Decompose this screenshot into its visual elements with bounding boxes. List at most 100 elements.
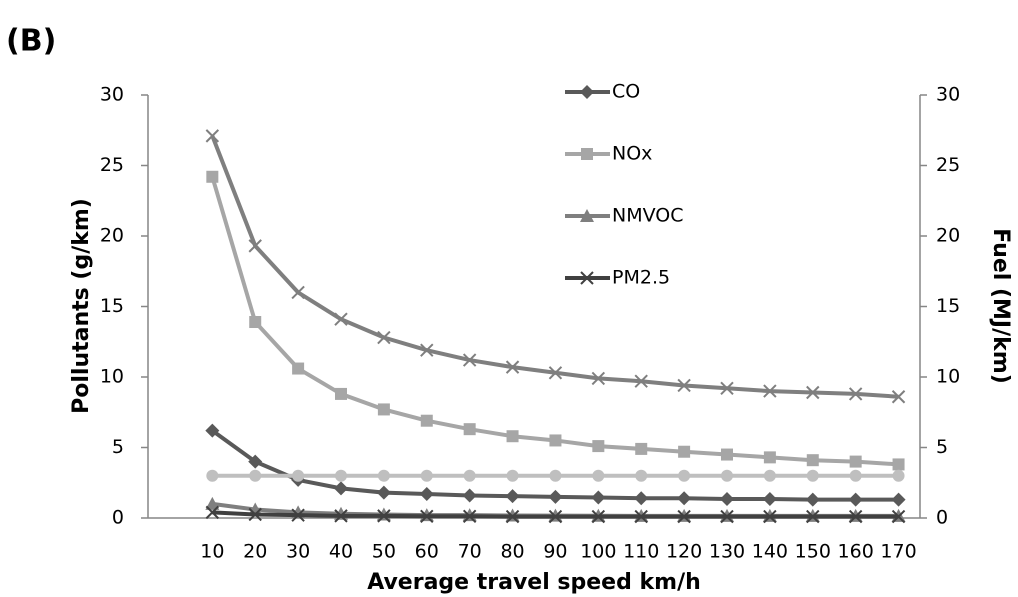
data-point <box>462 488 477 503</box>
x-tick-label: 130 <box>709 541 745 563</box>
data-point <box>848 492 863 507</box>
data-point <box>205 505 220 520</box>
y-tick-label: 5 <box>112 436 124 458</box>
y-tick-label: 30 <box>100 84 124 106</box>
data-point <box>634 374 648 388</box>
data-point <box>763 384 777 398</box>
data-point <box>205 423 220 438</box>
data-point <box>420 509 434 524</box>
data-point <box>334 481 348 496</box>
data-point <box>248 507 262 522</box>
data-point <box>848 509 863 524</box>
data-point <box>763 509 777 524</box>
x-tick-label: 10 <box>200 541 224 563</box>
data-point <box>291 508 305 522</box>
y-tick-label: 15 <box>100 295 124 317</box>
series-line <box>210 135 899 399</box>
data-point <box>420 469 433 482</box>
data-point <box>635 469 648 482</box>
data-point <box>420 414 433 427</box>
data-point <box>891 390 906 404</box>
data-point <box>505 360 520 374</box>
data-point <box>805 492 820 507</box>
x-tick-label: 160 <box>838 541 874 563</box>
data-point <box>548 489 563 504</box>
data-point <box>806 454 819 467</box>
data-point <box>720 381 734 395</box>
data-point <box>505 489 520 504</box>
data-point <box>335 469 347 482</box>
data-point <box>291 285 305 300</box>
data-point <box>806 385 820 400</box>
x-tick-label: 70 <box>458 541 482 563</box>
data-point <box>763 469 776 482</box>
data-point <box>206 170 219 183</box>
x-tick-label: 140 <box>752 541 788 563</box>
series-line <box>210 176 899 467</box>
data-point <box>548 509 563 524</box>
x-tick-label: 90 <box>543 541 567 563</box>
data-point <box>206 469 219 482</box>
x-tick-label: 120 <box>666 541 702 563</box>
y2-tick-label: 20 <box>936 225 960 247</box>
y2-tick-label: 25 <box>936 154 960 176</box>
legend-marker <box>581 148 593 160</box>
data-point <box>677 509 691 524</box>
data-point <box>506 430 519 443</box>
data-point <box>334 312 348 326</box>
y-tick-label: 0 <box>112 507 124 529</box>
data-point <box>248 239 262 253</box>
y2-tick-label: 30 <box>936 84 960 106</box>
x-tick-label: 50 <box>372 541 396 563</box>
data-point <box>892 458 905 471</box>
y2-tick-label: 5 <box>936 436 948 458</box>
y2-tick-label: 10 <box>936 366 960 388</box>
data-point <box>462 353 477 367</box>
legend-marker <box>580 271 594 285</box>
data-point <box>677 378 691 393</box>
data-point <box>634 509 648 524</box>
data-point <box>721 469 733 482</box>
data-point <box>377 330 391 345</box>
x-axis-title: Average travel speed km/h <box>367 570 701 595</box>
data-point <box>549 434 562 447</box>
x-tick-label: 40 <box>329 541 353 563</box>
legend-label: NOx <box>612 143 652 165</box>
data-point <box>463 423 476 436</box>
data-point <box>591 371 606 386</box>
data-point <box>249 316 262 329</box>
data-point <box>634 491 649 506</box>
data-point <box>376 485 391 500</box>
data-point <box>806 509 820 524</box>
data-point <box>292 469 305 482</box>
data-point <box>849 455 862 468</box>
y2-axis-title: Fuel (MJ/km) <box>988 228 1013 384</box>
data-point <box>806 469 819 482</box>
data-point <box>463 469 476 482</box>
data-point <box>848 387 863 401</box>
x-tick-label: 30 <box>286 541 310 563</box>
data-point <box>720 491 734 506</box>
data-point <box>721 448 733 461</box>
data-point <box>592 440 605 453</box>
y-axis-title: Pollutants (g/km) <box>69 198 94 414</box>
data-point <box>377 469 390 482</box>
data-point <box>678 469 691 482</box>
data-point <box>462 509 477 524</box>
x-tick-label: 170 <box>880 541 916 563</box>
y-tick-label: 20 <box>100 225 124 247</box>
data-point <box>377 509 391 523</box>
legend-label: PM2.5 <box>612 267 670 289</box>
data-point <box>420 343 434 357</box>
data-point <box>762 491 777 506</box>
legend-label: CO <box>612 81 640 103</box>
x-tick-label: 60 <box>415 541 439 563</box>
y-tick-label: 10 <box>100 366 124 388</box>
data-point <box>720 509 734 524</box>
data-point <box>677 491 692 506</box>
legend-marker <box>580 209 594 222</box>
data-point <box>205 129 220 143</box>
y2-tick-label: 15 <box>936 295 960 317</box>
data-point <box>205 496 220 510</box>
x-tick-label: 150 <box>795 541 831 563</box>
